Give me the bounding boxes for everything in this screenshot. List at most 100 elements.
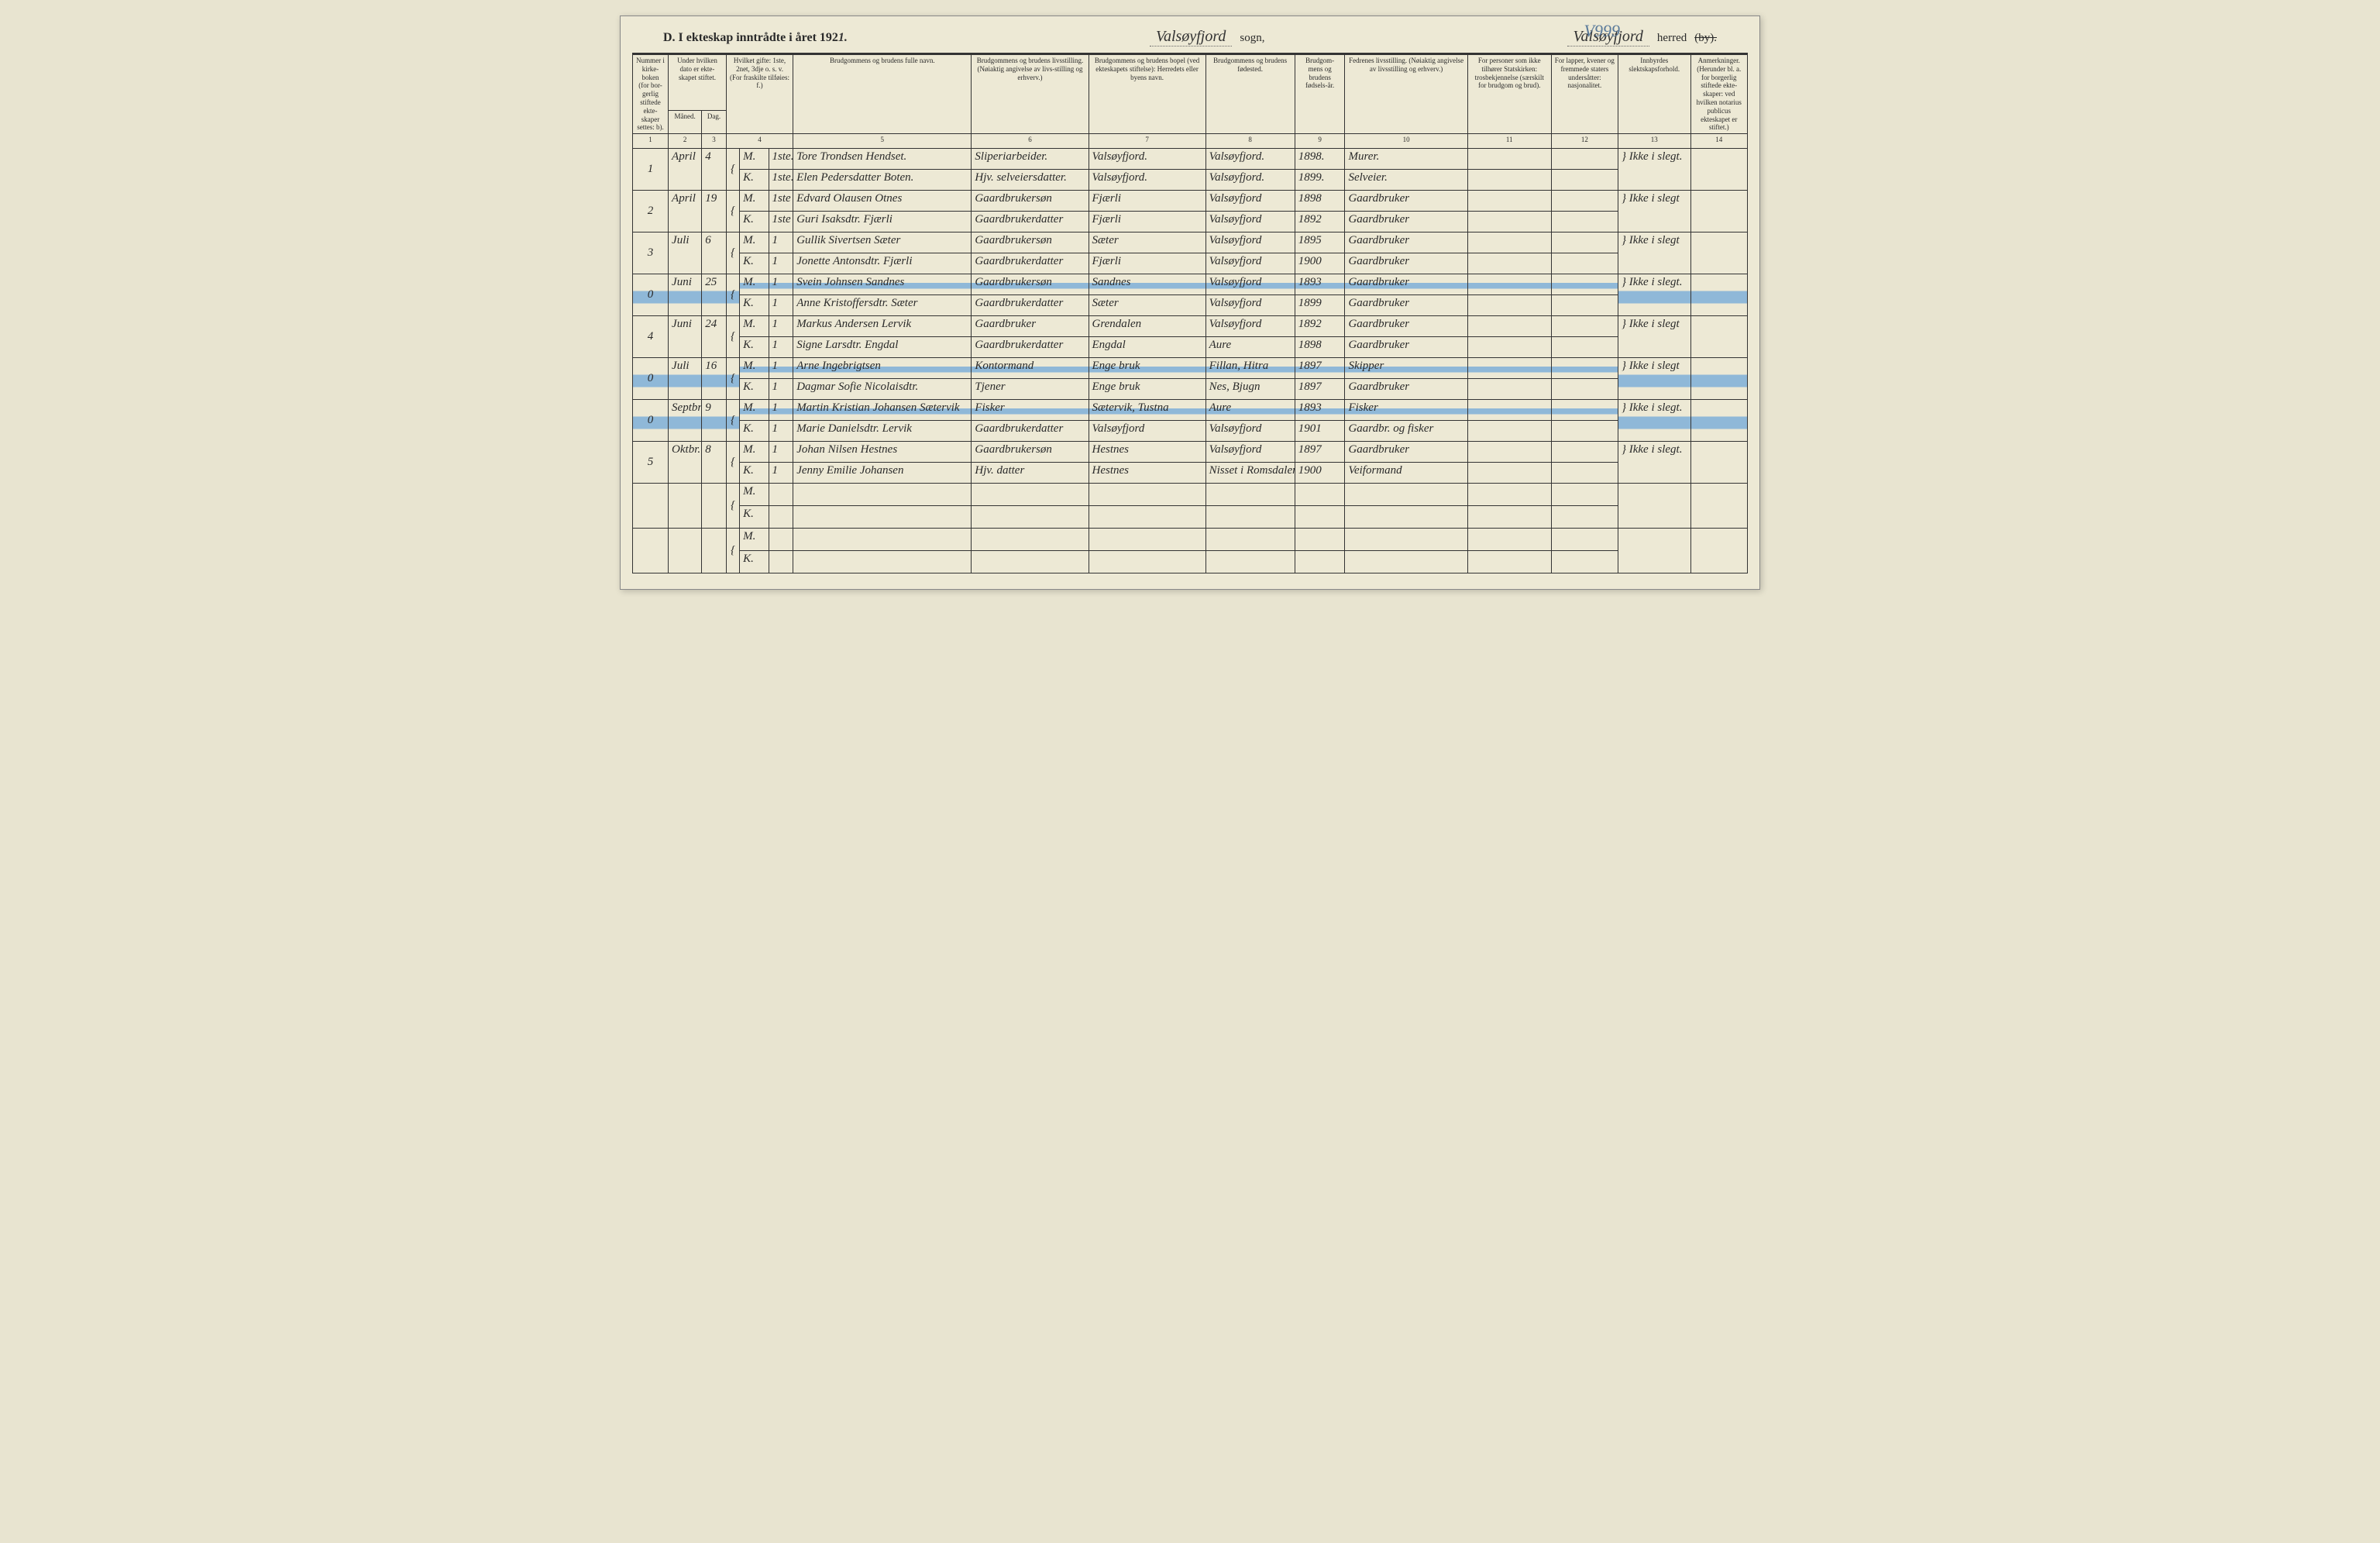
entry-month: Septbr — [669, 400, 702, 442]
row-k-label: K. — [740, 379, 769, 400]
entry-row-groom: 0Juli16{M.1Arne IngebrigtsenKontormandEn… — [633, 358, 1748, 379]
stilling-k: Tjener — [972, 379, 1089, 400]
col12 — [1551, 170, 1618, 191]
bopel-k: Fjærli — [1089, 212, 1205, 232]
aar-m: 1897 — [1295, 442, 1345, 463]
aar-k: 1899 — [1295, 295, 1345, 316]
col-header-2b: Dag. — [702, 110, 727, 133]
colnum: 7 — [1089, 134, 1205, 149]
fodested-m: Aure — [1205, 400, 1295, 421]
col11 — [1467, 191, 1551, 212]
row-k-label: K. — [740, 337, 769, 358]
register-page: V999 D. I ekteskap inntrådte i året 1921… — [620, 15, 1760, 590]
slekt: } Ikke i slegt. — [1618, 400, 1691, 442]
brace-icon: { — [726, 529, 739, 573]
row-k-label: K. — [740, 463, 769, 484]
gifte-m: 1 — [769, 400, 793, 421]
fodested-k: Valsøyfjord. — [1205, 170, 1295, 191]
gifte-m: 1 — [769, 442, 793, 463]
colnum: 11 — [1467, 134, 1551, 149]
bopel-m: Sandnes — [1089, 274, 1205, 295]
col12 — [1551, 191, 1618, 212]
navn-k: Jonette Antonsdtr. Fjærli — [793, 253, 972, 274]
col-header-12: For lapper, kvener og fremmede staters u… — [1551, 55, 1618, 134]
fodested-k: Valsøyfjord — [1205, 212, 1295, 232]
brace-icon: { — [726, 149, 739, 191]
navn-m: Johan Nilsen Hestnes — [793, 442, 972, 463]
aar-m: 1897 — [1295, 358, 1345, 379]
title-prefix: D. I ekteskap inntrådte i året 192 — [663, 31, 838, 44]
stilling-k: Gaardbrukerdatter — [972, 295, 1089, 316]
page-header: D. I ekteskap inntrådte i året 1921. Val… — [632, 24, 1748, 54]
col11 — [1467, 253, 1551, 274]
bopel-k: Valsøyfjord. — [1089, 170, 1205, 191]
navn-m: Arne Ingebrigtsen — [793, 358, 972, 379]
slekt: } Ikke i slegt. — [1618, 442, 1691, 484]
col12 — [1551, 232, 1618, 253]
entry-month: April — [669, 191, 702, 232]
entry-number: 5 — [633, 442, 669, 484]
anm — [1690, 274, 1747, 316]
col12 — [1551, 149, 1618, 170]
colnum: 12 — [1551, 134, 1618, 149]
stilling-m: Fisker — [972, 400, 1089, 421]
navn-m: Edvard Olausen Otnes — [793, 191, 972, 212]
stilling-m: Gaardbrukersøn — [972, 442, 1089, 463]
fodested-m: Valsøyfjord — [1205, 442, 1295, 463]
entry-number: 3 — [633, 232, 669, 274]
entry-number: 0 — [633, 358, 669, 400]
stilling-m: Gaardbrukersøn — [972, 232, 1089, 253]
entry-row-bride: K.1Anne Kristoffersdtr. SæterGaardbruker… — [633, 295, 1748, 316]
entry-month: Juni — [669, 274, 702, 316]
far-m: Gaardbruker — [1345, 232, 1467, 253]
entry-row-groom: 2April19{M.1steEdvard Olausen OtnesGaard… — [633, 191, 1748, 212]
col12 — [1551, 253, 1618, 274]
navn-m: Gullik Sivertsen Sæter — [793, 232, 972, 253]
brace-icon: { — [726, 274, 739, 316]
col11 — [1467, 442, 1551, 463]
stilling-k: Gaardbrukerdatter — [972, 337, 1089, 358]
fodested-m: Valsøyfjord — [1205, 191, 1295, 212]
fodested-m: Valsøyfjord — [1205, 274, 1295, 295]
col12 — [1551, 463, 1618, 484]
navn-m: Svein Johnsen Sandnes — [793, 274, 972, 295]
navn-k: Dagmar Sofie Nicolaisdtr. — [793, 379, 972, 400]
col-header-8: Brudgommens og brudens fødested. — [1205, 55, 1295, 134]
col11 — [1467, 170, 1551, 191]
aar-k: 1898 — [1295, 337, 1345, 358]
stilling-k: Hjv. selveiersdatter. — [972, 170, 1089, 191]
bopel-k: Engdal — [1089, 337, 1205, 358]
far-k: Gaardbr. og fisker — [1345, 421, 1467, 442]
col11 — [1467, 274, 1551, 295]
gifte-k: 1 — [769, 421, 793, 442]
gifte-m: 1 — [769, 232, 793, 253]
col11 — [1467, 400, 1551, 421]
fodested-k: Aure — [1205, 337, 1295, 358]
col12 — [1551, 274, 1618, 295]
far-m: Skipper — [1345, 358, 1467, 379]
col12 — [1551, 295, 1618, 316]
anm — [1690, 316, 1747, 358]
colnum: 1 — [633, 134, 669, 149]
stilling-m: Sliperiarbeider. — [972, 149, 1089, 170]
col11 — [1467, 295, 1551, 316]
herred-label: herred — [1657, 32, 1687, 45]
entry-number: 0 — [633, 400, 669, 442]
aar-m: 1892 — [1295, 316, 1345, 337]
row-m-label: M. — [740, 149, 769, 170]
gifte-m: 1 — [769, 274, 793, 295]
col12 — [1551, 379, 1618, 400]
row-m-label: M. — [740, 191, 769, 212]
colnum: 5 — [793, 134, 972, 149]
entry-row-bride: K.1ste.Elen Pedersdatter Boten.Hjv. selv… — [633, 170, 1748, 191]
entry-number: 4 — [633, 316, 669, 358]
row-m-label: M. — [740, 358, 769, 379]
aar-m: 1893 — [1295, 274, 1345, 295]
pencil-annotation: V999 — [1584, 21, 1620, 41]
col12 — [1551, 400, 1618, 421]
fodested-m: Valsøyfjord. — [1205, 149, 1295, 170]
gifte-k: 1ste. — [769, 170, 793, 191]
entry-month: Oktbr. — [669, 442, 702, 484]
colnum: 4 — [726, 134, 793, 149]
col-header-10: Fedrenes livsstilling. (Nøiaktig angivel… — [1345, 55, 1467, 134]
